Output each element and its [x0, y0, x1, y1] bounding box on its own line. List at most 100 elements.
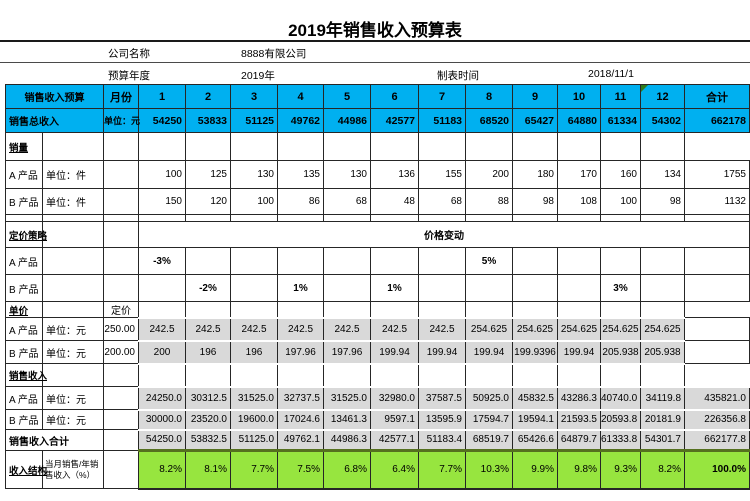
budget-year-value[interactable]: 2019年 [241, 70, 275, 82]
empty-cell[interactable] [418, 214, 466, 222]
empty-cell[interactable] [103, 221, 139, 248]
value-cell[interactable]: 32737.5 [277, 385, 324, 411]
unit-cell[interactable]: 单位：件 [42, 188, 104, 215]
value-cell[interactable]: 199.94 [465, 339, 513, 365]
value-cell[interactable]: 254.625 [600, 316, 641, 342]
empty-cell[interactable] [370, 132, 419, 161]
empty-cell[interactable] [138, 214, 186, 222]
change-cell[interactable] [230, 247, 278, 275]
structure-label-cell[interactable]: 当月销售/年销售收入（%） [42, 450, 104, 489]
empty-cell[interactable] [230, 363, 278, 387]
unit-cell[interactable]: 单位：元 [103, 108, 140, 133]
change-cell[interactable] [277, 247, 324, 275]
value-cell[interactable]: 136 [370, 160, 419, 189]
empty-cell[interactable] [465, 214, 513, 222]
empty-cell[interactable] [277, 363, 324, 387]
value-cell[interactable]: 120 [185, 188, 231, 215]
value-cell[interactable]: 65427 [512, 108, 558, 133]
value-cell[interactable]: 98 [512, 188, 558, 215]
value-cell[interactable]: 196 [230, 339, 278, 365]
month-header-cell[interactable]: 1 [138, 84, 186, 109]
created-date-value[interactable]: 2018/11/1 [588, 68, 634, 80]
empty-cell[interactable] [230, 301, 278, 318]
value-cell[interactable]: 200 [138, 339, 186, 365]
empty-cell[interactable] [684, 247, 750, 275]
value-cell[interactable]: 34119.8 [640, 385, 685, 411]
value-cell[interactable]: 100 [600, 188, 641, 215]
value-cell[interactable]: 42577 [370, 108, 419, 133]
value-cell[interactable]: 54302 [640, 108, 685, 133]
percent-cell[interactable]: 8.2% [138, 449, 186, 490]
month-header-cell[interactable]: 9 [512, 84, 558, 109]
empty-cell[interactable] [465, 363, 513, 387]
empty-cell[interactable] [640, 301, 685, 318]
change-cell[interactable] [640, 274, 685, 302]
value-cell[interactable]: 45832.5 [512, 385, 558, 411]
value-cell[interactable]: 32980.0 [370, 385, 419, 411]
month-header-cell[interactable]: 12 [640, 84, 685, 109]
value-cell[interactable]: 197.96 [277, 339, 324, 365]
unit-cell[interactable]: 单位：元 [42, 386, 104, 410]
value-cell[interactable]: 48 [370, 188, 419, 215]
empty-cell[interactable] [600, 363, 641, 387]
value-cell[interactable]: 242.5 [418, 316, 466, 342]
empty-cell[interactable] [640, 214, 685, 222]
empty-cell[interactable] [418, 363, 466, 387]
value-cell[interactable]: 9597.1 [370, 408, 419, 431]
change-cell[interactable] [512, 247, 558, 275]
value-cell[interactable]: 170 [557, 160, 601, 189]
empty-cell[interactable] [103, 386, 139, 410]
base-price-cell[interactable]: 250.00 [103, 317, 139, 341]
empty-cell[interactable] [323, 132, 371, 161]
row-label-cell[interactable]: 销售收入合计 [5, 429, 104, 451]
value-cell[interactable]: 98 [640, 188, 685, 215]
empty-cell[interactable] [103, 188, 139, 215]
value-cell[interactable]: 125 [185, 160, 231, 189]
month-header-cell[interactable]: 10 [557, 84, 601, 109]
empty-cell[interactable] [418, 301, 466, 318]
value-cell[interactable]: 199.94 [557, 339, 601, 365]
value-cell[interactable]: 13595.9 [418, 408, 466, 431]
value-cell[interactable]: 130 [230, 160, 278, 189]
empty-cell[interactable] [600, 301, 641, 318]
value-cell[interactable]: 51125 [230, 108, 278, 133]
value-cell[interactable]: 44986.3 [323, 428, 371, 452]
empty-cell[interactable] [640, 132, 685, 161]
value-cell[interactable]: 64880 [557, 108, 601, 133]
empty-cell[interactable] [277, 301, 324, 318]
value-cell[interactable]: 13461.3 [323, 408, 371, 431]
percent-cell[interactable]: 7.7% [418, 449, 466, 490]
month-header-cell[interactable]: 5 [323, 84, 371, 109]
change-cell[interactable] [512, 274, 558, 302]
empty-cell[interactable] [277, 214, 324, 222]
value-cell[interactable]: 86 [277, 188, 324, 215]
empty-cell[interactable] [557, 363, 601, 387]
value-cell[interactable]: 150 [138, 188, 186, 215]
total-cell[interactable]: 1755 [684, 160, 750, 189]
value-cell[interactable]: 242.5 [277, 316, 324, 342]
value-cell[interactable]: 17594.7 [465, 408, 513, 431]
change-cell[interactable] [465, 274, 513, 302]
value-cell[interactable]: 49762.1 [277, 428, 324, 452]
empty-cell[interactable] [512, 214, 558, 222]
base-price-cell[interactable]: 200.00 [103, 340, 139, 364]
empty-cell[interactable] [138, 301, 186, 318]
value-cell[interactable]: 242.5 [185, 316, 231, 342]
value-cell[interactable]: 54250.0 [138, 428, 186, 452]
value-cell[interactable]: 242.5 [138, 316, 186, 342]
unit-cell[interactable]: 单位：元 [42, 340, 104, 364]
row-label-cell[interactable]: B 产品 [5, 188, 43, 215]
empty-cell[interactable] [103, 429, 139, 451]
change-cell[interactable] [230, 274, 278, 302]
value-cell[interactable]: 180 [512, 160, 558, 189]
value-cell[interactable]: 31525.0 [323, 385, 371, 411]
value-cell[interactable]: 155 [418, 160, 466, 189]
percent-cell[interactable]: 6.4% [370, 449, 419, 490]
value-cell[interactable]: 20181.9 [640, 408, 685, 431]
value-cell[interactable]: 254.625 [465, 316, 513, 342]
value-cell[interactable]: 254.625 [512, 316, 558, 342]
value-cell[interactable]: 135 [277, 160, 324, 189]
percent-cell[interactable]: 9.3% [600, 449, 641, 490]
change-cell[interactable]: 3% [600, 274, 641, 302]
created-date-label[interactable]: 制表时间 [437, 70, 479, 82]
